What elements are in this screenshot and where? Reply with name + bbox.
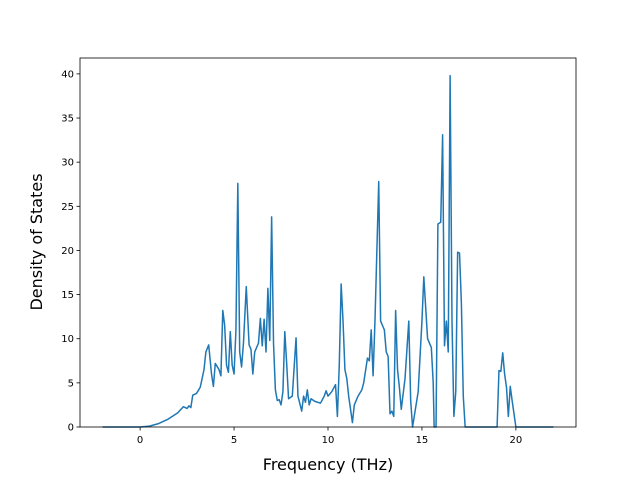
y-tick-label: 40 (61, 69, 74, 80)
y-tick-label: 20 (61, 246, 74, 257)
y-tick-label: 0 (68, 423, 74, 434)
axes-frame (79, 57, 577, 428)
x-tick-label: 20 (510, 435, 523, 446)
data-line (102, 74, 554, 428)
x-tick-label: 15 (416, 435, 429, 446)
y-axis-label: Density of States (27, 173, 46, 310)
y-tick-label: 10 (61, 334, 74, 345)
y-tick-label: 30 (61, 158, 74, 169)
y-tick-label: 5 (68, 378, 74, 389)
x-tick-label: 5 (231, 435, 237, 446)
x-tick-label: 10 (322, 435, 335, 446)
y-tick-label: 35 (61, 114, 74, 125)
x-axis-label: Frequency (THz) (263, 455, 393, 474)
y-tick-label: 15 (61, 290, 74, 301)
y-tick-label: 25 (61, 202, 74, 213)
x-tick-label: 0 (137, 435, 143, 446)
